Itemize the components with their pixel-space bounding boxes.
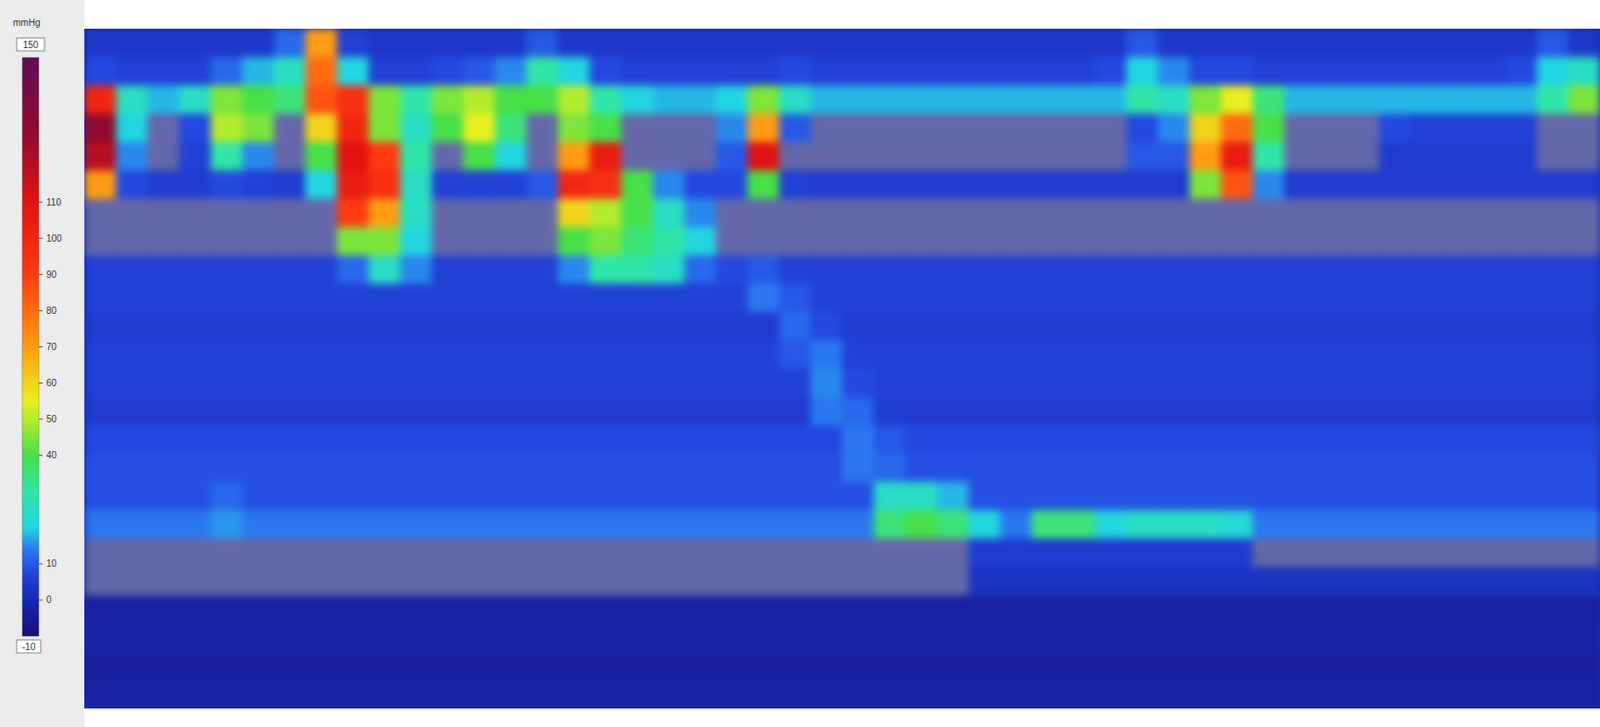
svg-text:10: 10 <box>46 558 58 569</box>
svg-text:-10: -10 <box>22 642 37 653</box>
svg-text:80: 80 <box>46 305 58 316</box>
svg-text:100: 100 <box>46 233 63 244</box>
svg-text:mmHg: mmHg <box>12 17 40 28</box>
svg-text:0: 0 <box>46 594 52 605</box>
svg-text:70: 70 <box>46 341 58 353</box>
svg-text:40: 40 <box>46 450 58 461</box>
svg-text:50: 50 <box>46 414 58 425</box>
svg-text:150: 150 <box>23 39 39 51</box>
svg-text:60: 60 <box>46 377 58 389</box>
svg-text:90: 90 <box>46 269 58 280</box>
svg-text:110: 110 <box>46 197 62 208</box>
